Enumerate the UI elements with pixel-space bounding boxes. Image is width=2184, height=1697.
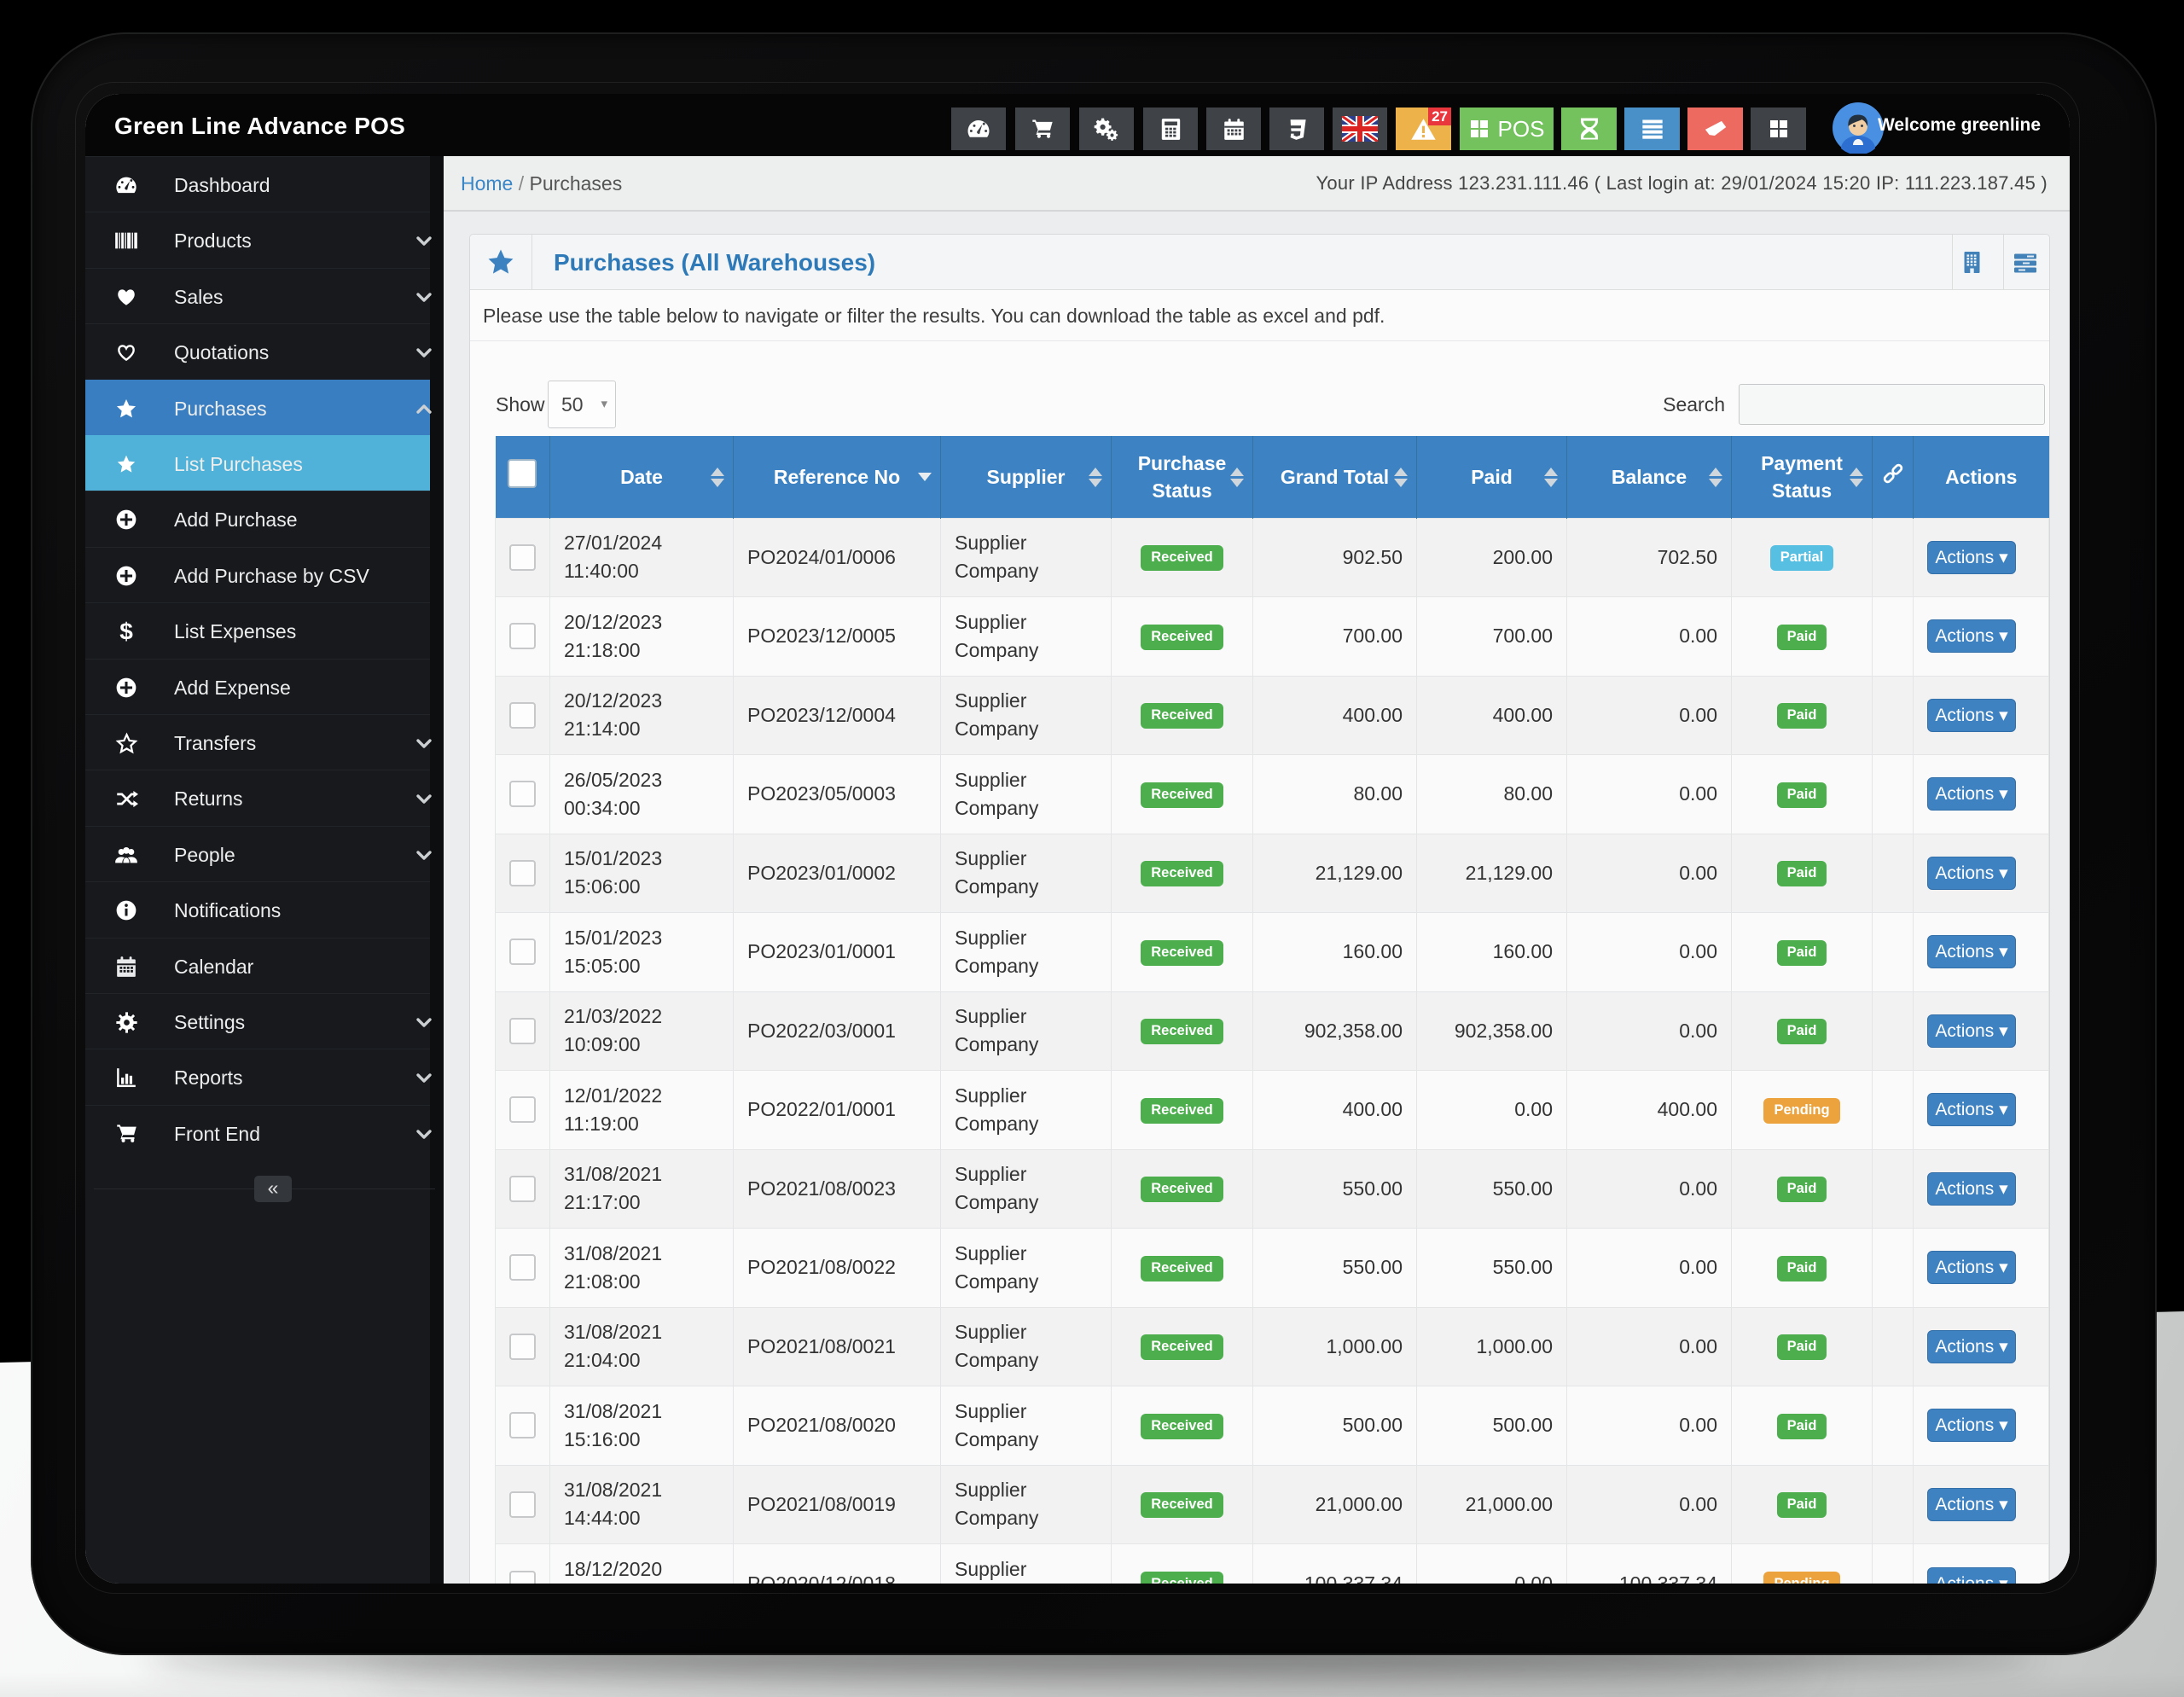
svg-text:$: $ [119, 619, 133, 643]
